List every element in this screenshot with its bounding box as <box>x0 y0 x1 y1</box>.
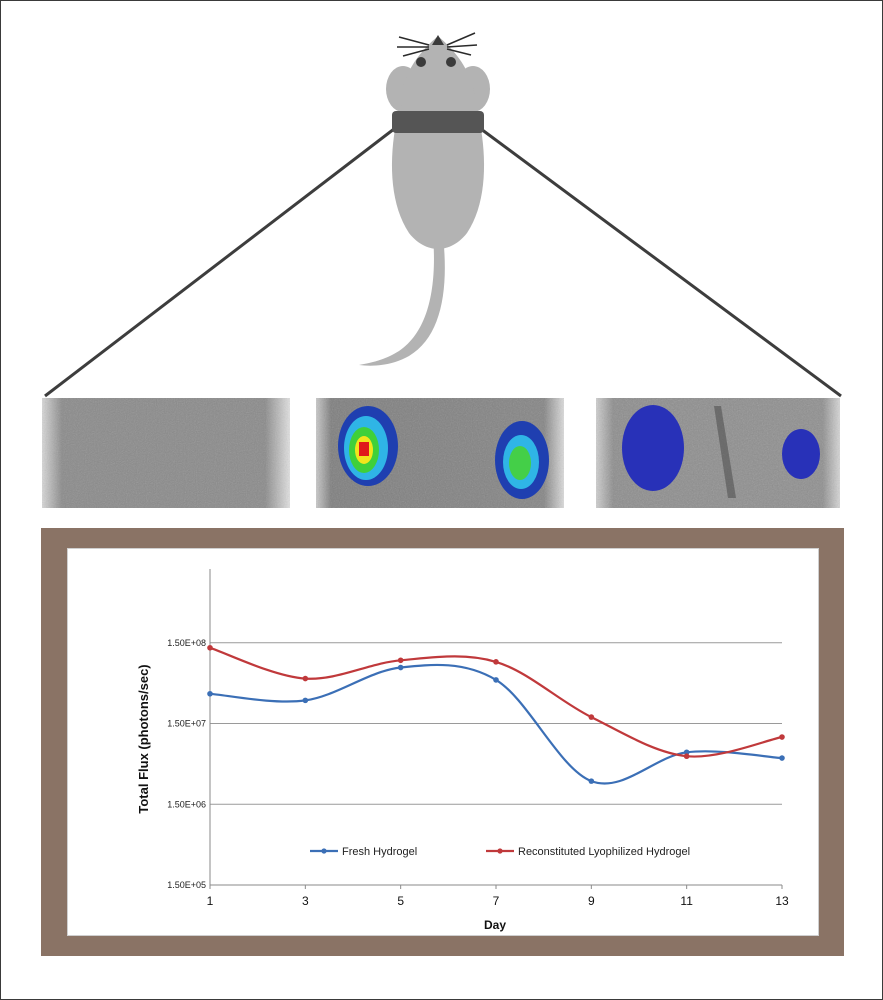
legend-label-fresh: Fresh Hydrogel <box>342 846 417 858</box>
data-point-fresh-hydrogel <box>207 690 213 697</box>
mouse-eye-right <box>446 57 456 67</box>
data-point-fresh-hydrogel <box>397 664 404 671</box>
y-tick-label: 1.50E+07 <box>167 719 206 729</box>
y-tick-label: 1.50E+08 <box>167 638 206 648</box>
bioluminescence-spot-left <box>338 406 398 486</box>
chart-area: 1.50E+05 1.50E+06 1.50E+07 1.50E+08 1 3 5 7 9 11… <box>67 548 819 936</box>
bioluminescence-spot-left <box>622 405 684 491</box>
mouse-collar <box>392 111 484 133</box>
x-tick-label: 11 <box>680 894 693 908</box>
mouse-nose <box>432 35 444 45</box>
data-point-reconstituted-hydrogel <box>683 753 690 760</box>
legend: Fresh Hydrogel Reconstituted Lyophilized… <box>310 846 690 858</box>
x-tick-label: 9 <box>588 894 595 908</box>
x-axis-label: Day <box>484 918 506 932</box>
data-point-fresh-hydrogel <box>493 677 499 683</box>
data-point-reconstituted-hydrogel <box>207 644 213 651</box>
image-panel-no-signal <box>42 398 290 508</box>
y-tick-label: 1.50E+05 <box>167 880 206 890</box>
connector-line-right <box>480 127 842 398</box>
bioluminescence-spot-right <box>495 421 549 499</box>
data-point-reconstituted-hydrogel <box>588 714 595 720</box>
data-point-fresh-hydrogel <box>588 778 595 784</box>
image-panel-weak-signal <box>596 398 840 508</box>
mouse-whiskers <box>397 32 478 57</box>
connector-line-left <box>44 127 395 398</box>
y-axis-label: Total Flux (photons/sec) <box>136 664 151 813</box>
image-panel-strong-signal <box>316 398 564 508</box>
series <box>207 644 785 785</box>
data-point-fresh-hydrogel <box>779 755 785 761</box>
y-tick-label: 1.50E+06 <box>167 799 206 809</box>
line-chart: 1.50E+051.50E+061.50E+071.50E+08 1 3 5 7 9 11… <box>136 569 789 932</box>
data-point-reconstituted-hydrogel <box>779 734 785 740</box>
x-axis-ticks: 1 3 5 7 9 11 13 <box>207 885 789 908</box>
mouse-eye-left <box>416 57 426 67</box>
y-axis-ticks: 1.50E+05 1.50E+06 1.50E+07 1.50E+08 <box>167 638 206 890</box>
data-point-reconstituted-hydrogel <box>302 675 309 682</box>
data-point-reconstituted-hydrogel <box>493 659 499 665</box>
mouse-illustration <box>44 32 842 398</box>
bioluminescence-spot-right <box>782 429 820 479</box>
data-point-reconstituted-hydrogel <box>397 657 404 664</box>
x-tick-label: 5 <box>397 894 404 908</box>
x-tick-label: 13 <box>775 894 789 908</box>
x-tick-label: 1 <box>207 894 214 908</box>
x-tick-label: 3 <box>302 894 309 908</box>
mouse-head <box>401 37 475 115</box>
chart-frame: 1.50E+05 1.50E+06 1.50E+07 1.50E+08 1 3 5 7 9 11… <box>41 528 844 956</box>
series-line-fresh-hydrogel <box>209 663 783 785</box>
mouse-tail <box>359 236 445 366</box>
data-point-fresh-hydrogel <box>683 749 690 756</box>
legend-label-reconstituted: Reconstituted Lyophilized Hydrogel <box>518 846 690 858</box>
data-point-fresh-hydrogel <box>302 697 309 704</box>
x-tick-label: 7 <box>493 894 500 908</box>
mouse-body <box>391 129 485 249</box>
